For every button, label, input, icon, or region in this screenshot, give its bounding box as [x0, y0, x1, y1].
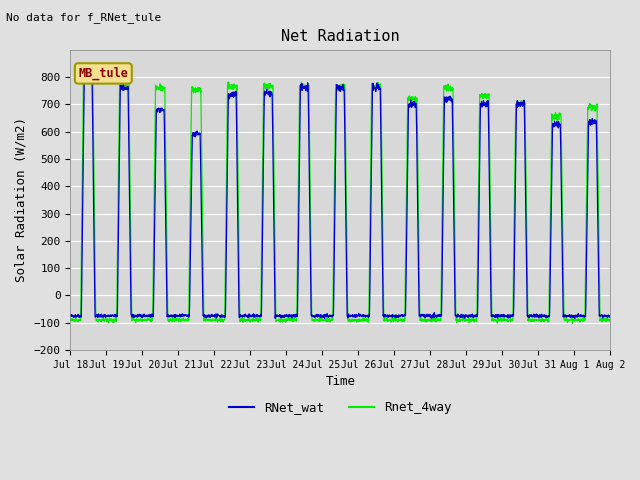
Rnet_4way — [497, 317, 505, 323]
Rnet_4way — [356, 318, 364, 324]
RNet_wat — [498, 312, 506, 317]
RNet_wat — [321, 315, 328, 321]
X-axis label: Time: Time — [325, 375, 355, 388]
Rnet_4way — [81, 68, 89, 74]
RNet_wat — [217, 314, 225, 320]
Rnet_4way — [368, 81, 376, 86]
Rnet_4way — [569, 320, 577, 326]
Line: Rnet_4way: Rnet_4way — [70, 71, 611, 323]
Text: MB_tule: MB_tule — [78, 67, 128, 80]
RNet_wat — [356, 312, 364, 317]
Rnet_4way — [559, 235, 566, 241]
RNet_wat — [559, 302, 567, 308]
Rnet_4way — [607, 316, 614, 322]
Rnet_4way — [574, 317, 582, 323]
Y-axis label: Solar Radiation (W/m2): Solar Radiation (W/m2) — [15, 118, 28, 282]
Title: Net Radiation: Net Radiation — [281, 29, 399, 44]
RNet_wat — [607, 312, 614, 318]
Text: No data for f_RNet_tule: No data for f_RNet_tule — [6, 12, 162, 23]
Rnet_4way — [217, 316, 225, 322]
RNet_wat — [67, 312, 74, 318]
RNet_wat — [368, 121, 376, 127]
RNet_wat — [574, 312, 582, 318]
Legend: RNet_wat, Rnet_4way: RNet_wat, Rnet_4way — [224, 396, 456, 419]
Line: RNet_wat: RNet_wat — [70, 71, 611, 318]
RNet_wat — [83, 68, 90, 73]
Rnet_4way — [67, 317, 74, 323]
